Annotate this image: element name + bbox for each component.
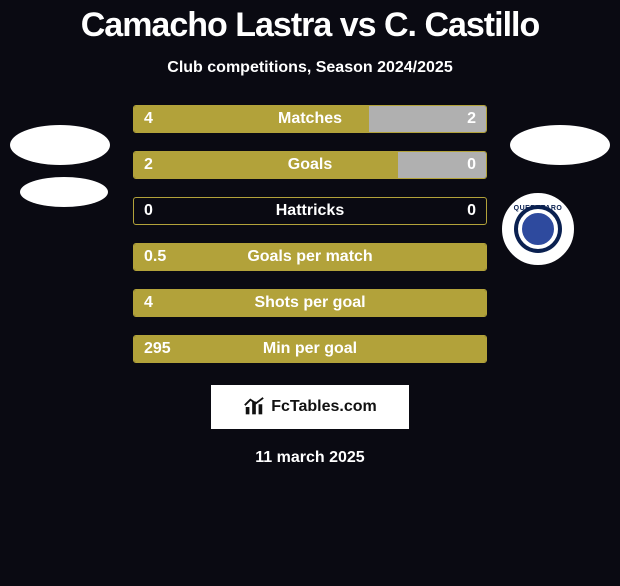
club-logo-inner [518,209,558,249]
club-logo-queretaro: QUERETARO [502,193,574,265]
comparison-title: Camacho Lastra vs C. Castillo [0,6,620,45]
chart-icon [243,396,265,418]
source-brand: FcTables.com [271,398,377,416]
stat-label: Hattricks [134,202,486,220]
stat-value-right: 0 [467,202,476,220]
stat-label: Goals per match [134,248,486,266]
stat-value-right: 0 [467,156,476,174]
stat-value-right: 2 [467,110,476,128]
stat-label: Goals [134,156,486,174]
stat-row: 0Hattricks0 [133,197,487,225]
player-right-avatar [510,125,610,165]
comparison-subtitle: Club competitions, Season 2024/2025 [0,59,620,77]
stat-row: 4Shots per goal [133,289,487,317]
player-left-avatar-1 [10,125,110,165]
stat-label: Matches [134,110,486,128]
source-attribution: FcTables.com [211,385,409,429]
stat-row: 2Goals0 [133,151,487,179]
player-left-avatar-2 [20,177,108,207]
snapshot-date: 11 march 2025 [0,449,620,467]
stat-row: 0.5Goals per match [133,243,487,271]
stat-label: Shots per goal [134,294,486,312]
comparison-chart: QUERETARO 4Matches22Goals00Hattricks00.5… [0,105,620,467]
stat-row: 295Min per goal [133,335,487,363]
stat-row: 4Matches2 [133,105,487,133]
stat-label: Min per goal [134,340,486,358]
stat-rows: 4Matches22Goals00Hattricks00.5Goals per … [133,105,487,363]
